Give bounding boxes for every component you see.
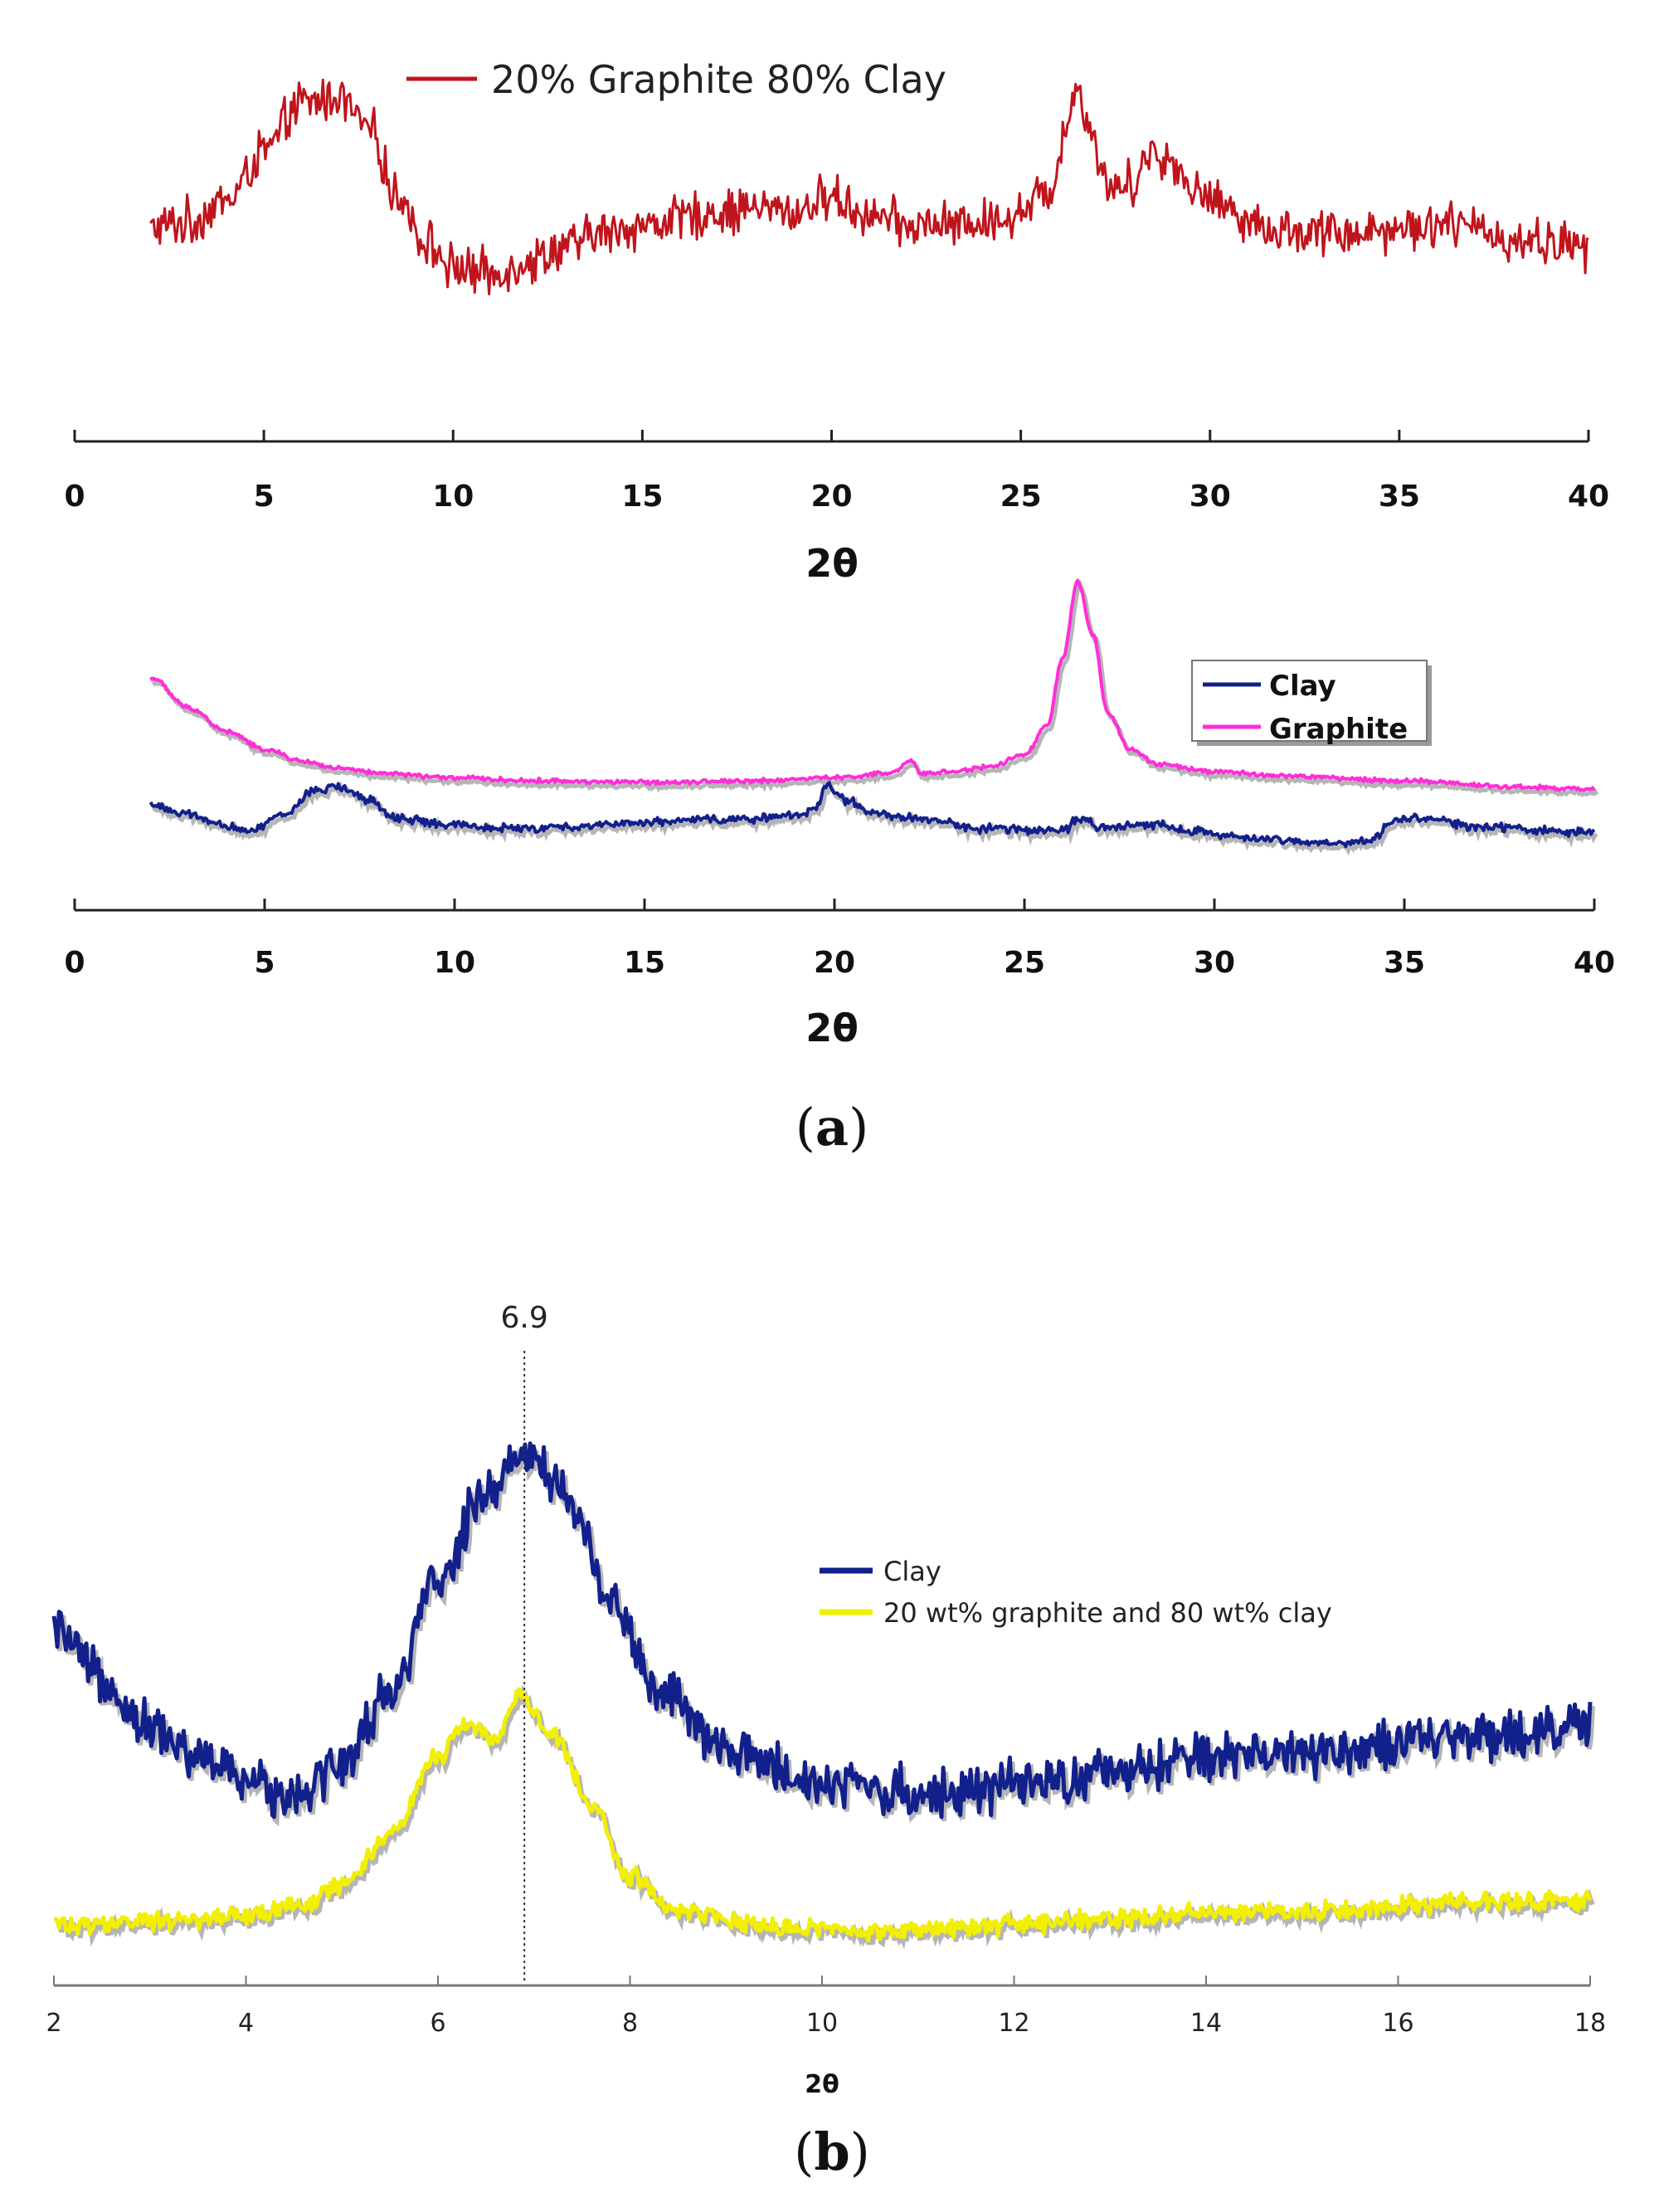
x-tick-label: 5 <box>254 480 275 514</box>
chart-b-legend: Clay 20 wt% graphite and 80 wt% clay <box>820 1556 1332 1629</box>
x-tick-label: 25 <box>1004 946 1045 980</box>
x-tick-label: 15 <box>624 946 665 980</box>
x-tick-label: 20 <box>814 946 855 980</box>
chart-a-bottom-legend: Clay Graphite <box>1191 660 1432 746</box>
x-tick-label: 8 <box>622 2009 638 2038</box>
x-tick-label: 16 <box>1382 2009 1413 2038</box>
series-shadow <box>151 781 1598 856</box>
x-tick-label: 10 <box>432 480 474 514</box>
chart-a-top: 20% Graphite 80% Clay 0 5 10 15 20 25 30 35 40 2… <box>64 57 1609 586</box>
x-axis-title: 2θ <box>805 2070 839 2099</box>
x-tick-label: 18 <box>1574 2009 1606 2038</box>
x-axis-title: 2θ <box>805 541 859 586</box>
x-tick-label: 40 <box>1568 480 1609 514</box>
x-tick-label: 40 <box>1574 946 1615 980</box>
legend-label-graphite: Graphite <box>1269 713 1408 746</box>
x-tick-label: 6 <box>430 2009 445 2038</box>
chart-a-top-legend: 20% Graphite 80% Clay <box>406 57 946 102</box>
x-tick-label: 0 <box>64 480 85 514</box>
panel-label-b: (b) <box>794 2122 870 2182</box>
series-line-20-wt-graphite-and-80-wt-clay <box>53 1688 1593 1943</box>
series-line-20-graphite-80-clay <box>149 78 1589 295</box>
legend-label-clay: Clay <box>1269 670 1336 703</box>
x-tick-label: 14 <box>1190 2009 1222 2038</box>
x-tick-label: 25 <box>1000 480 1042 514</box>
x-tick-label: 5 <box>254 946 275 980</box>
chart-b: 6.9 Clay 20 wt% graphite and 80 wt% clay… <box>46 1301 1606 2099</box>
x-tick-label: 35 <box>1379 480 1420 514</box>
x-axis-title: 2θ <box>805 1006 859 1050</box>
x-axis-ticks: 0 5 10 15 20 25 30 35 40 <box>64 899 1615 980</box>
legend-label-composite: 20% Graphite 80% Clay <box>491 57 946 102</box>
x-tick-label: 12 <box>998 2009 1029 2038</box>
series-line-graphite <box>148 578 1596 792</box>
legend-label-composite: 20 wt% graphite and 80 wt% clay <box>883 1597 1332 1629</box>
x-tick-label: 2 <box>46 2009 61 2038</box>
series-group <box>149 78 1589 295</box>
series-group <box>51 1441 1595 1950</box>
series-group <box>148 578 1599 856</box>
x-axis-ticks: 0 5 10 15 20 25 30 35 40 <box>64 430 1609 514</box>
x-tick-label: 4 <box>238 2009 254 2038</box>
x-tick-label: 30 <box>1194 946 1235 980</box>
x-tick-label: 10 <box>806 2009 838 2038</box>
legend-label-clay: Clay <box>883 1556 941 1587</box>
peak-marker-label: 6.9 <box>501 1301 548 1335</box>
series-shadow <box>54 1447 1595 1827</box>
x-tick-label: 30 <box>1190 480 1231 514</box>
series-shadow <box>151 580 1599 797</box>
x-tick-label: 35 <box>1384 946 1425 980</box>
x-axis-ticks: 2 4 6 8 10 12 14 16 18 <box>46 1976 1606 2038</box>
x-tick-label: 0 <box>64 946 85 980</box>
x-tick-label: 10 <box>434 946 475 980</box>
chart-a-bottom: Clay Graphite 0 5 10 15 20 25 30 35 40 2θ <box>64 578 1615 1050</box>
x-tick-label: 15 <box>621 480 663 514</box>
panel-label-a: (a) <box>795 1097 869 1157</box>
x-tick-label: 20 <box>810 480 852 514</box>
series-line-clay <box>51 1441 1593 1820</box>
series-line-clay <box>148 781 1596 849</box>
